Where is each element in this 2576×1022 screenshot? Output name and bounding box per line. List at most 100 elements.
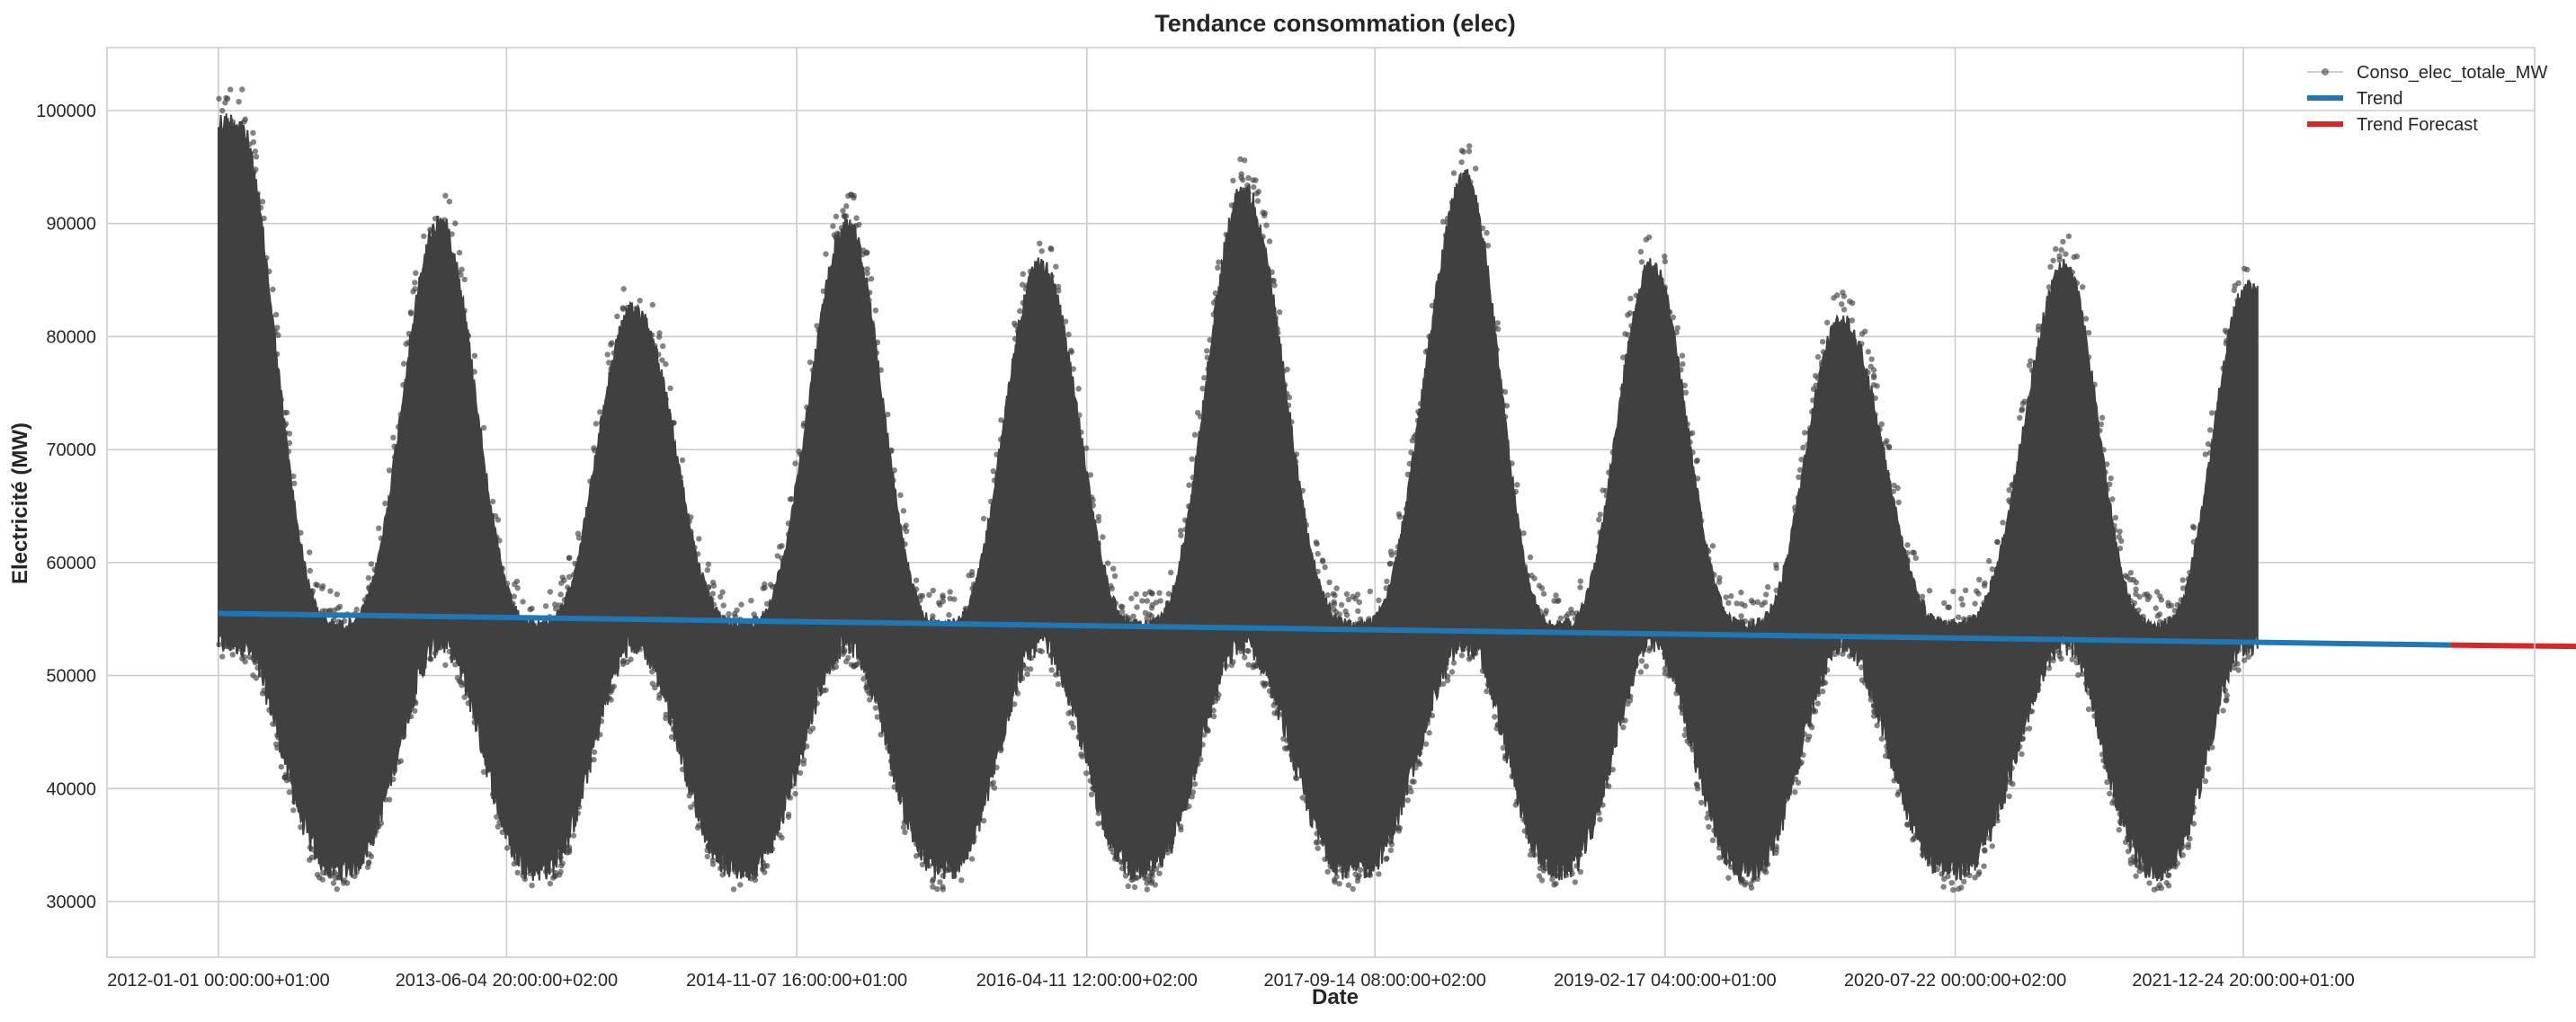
- series-conso-point: [1986, 835, 1992, 841]
- series-conso-point: [1920, 846, 1926, 852]
- series-conso-point: [941, 865, 949, 872]
- series-conso-point: [2035, 687, 2042, 693]
- series-conso-point: [845, 192, 851, 200]
- series-conso-point: [1366, 616, 1372, 622]
- series-conso-point: [901, 525, 907, 531]
- series-conso-point: [1156, 870, 1163, 876]
- series-conso-point: [496, 538, 503, 544]
- legend: Conso_elec_totale_MW Trend Trend Forecas…: [2307, 63, 2547, 135]
- series-conso-point: [1118, 859, 1125, 866]
- series-conso-point: [2122, 839, 2129, 846]
- series-conso-point: [2234, 661, 2241, 667]
- series-conso-point: [1164, 600, 1172, 606]
- series-conso-point: [2075, 671, 2081, 679]
- series-conso-point: [1110, 565, 1117, 572]
- series-conso-point: [1810, 707, 1817, 714]
- series-conso-point: [2165, 620, 2172, 627]
- series-conso-point: [1473, 650, 1479, 657]
- series-conso-point: [1467, 653, 1474, 661]
- series-conso-point: [1689, 746, 1696, 753]
- series-conso-point: [1466, 143, 1473, 149]
- series-conso-point: [1230, 177, 1236, 184]
- series-conso-point: [1693, 759, 1699, 766]
- series-conso-point: [1982, 848, 1988, 854]
- series-conso-point: [459, 266, 465, 272]
- series-conso-point: [1633, 661, 1640, 668]
- series-conso-point: [319, 860, 325, 866]
- series-conso-point: [863, 277, 869, 283]
- series-conso-point: [1260, 234, 1266, 240]
- series-conso-point: [1440, 218, 1447, 225]
- series-conso-point: [1709, 837, 1716, 843]
- series-conso-point: [1090, 502, 1097, 509]
- series-conso-point: [1288, 752, 1295, 759]
- series-conso-point: [2165, 865, 2172, 871]
- series-conso-point: [566, 573, 573, 580]
- series-conso-point: [1874, 722, 1880, 729]
- y-tick-label: 60000: [46, 554, 96, 573]
- series-conso-point: [1529, 847, 1535, 854]
- series-conso-point: [1569, 610, 1575, 617]
- series-conso-point: [1569, 870, 1575, 876]
- series-conso-point: [1367, 588, 1374, 595]
- series-conso-point: [364, 593, 371, 600]
- series-conso-point: [1408, 788, 1414, 795]
- series-conso-point: [624, 305, 630, 311]
- y-tick-label: 30000: [46, 893, 96, 912]
- series-conso-point: [1484, 243, 1492, 249]
- series-conso-point: [706, 584, 712, 591]
- series-conso-point: [1739, 876, 1745, 883]
- y-tick-label: 100000: [36, 102, 96, 121]
- series-conso-point: [1095, 810, 1102, 816]
- series-conso-point: [677, 749, 684, 755]
- series-conso-point: [2232, 282, 2238, 289]
- series-conso-point: [1681, 382, 1689, 388]
- series-conso-point: [1130, 613, 1136, 619]
- series-conso-point: [2171, 855, 2178, 862]
- series-conso-point: [283, 409, 290, 416]
- series-conso-point: [1577, 851, 1583, 858]
- series-conso-point: [2185, 844, 2191, 850]
- series-conso-point: [1494, 721, 1502, 728]
- series-conso-point: [604, 351, 611, 358]
- series-conso-point: [1904, 550, 1911, 556]
- series-conso-point: [663, 360, 669, 368]
- series-conso-point: [1139, 870, 1145, 876]
- series-conso-point: [1458, 653, 1466, 659]
- series-conso-point: [1521, 828, 1529, 834]
- series-conso-point: [1070, 724, 1077, 731]
- series-conso-point: [679, 457, 686, 464]
- series-conso-point: [991, 477, 998, 484]
- series-conso-point: [1053, 263, 1059, 270]
- series-conso-point: [864, 672, 870, 679]
- series-conso-point: [1326, 579, 1333, 585]
- series-conso-point: [2091, 381, 2098, 387]
- series-conso-point: [1332, 592, 1338, 599]
- series-conso-point: [902, 829, 908, 835]
- series-conso-point: [842, 213, 850, 219]
- series-conso-point: [867, 697, 873, 703]
- series-conso-point: [278, 763, 284, 770]
- series-conso-point: [934, 885, 940, 893]
- series-conso-point: [286, 440, 293, 446]
- series-conso-point: [1182, 526, 1189, 533]
- series-conso-point: [229, 652, 236, 658]
- series-conso-point: [1484, 681, 1492, 688]
- series-conso-point: [1108, 582, 1114, 589]
- series-conso-point: [1795, 494, 1802, 502]
- series-conso-point: [830, 223, 836, 229]
- series-conso-point: [1228, 202, 1235, 209]
- series-conso-point: [1754, 599, 1761, 605]
- series-conso-point: [437, 220, 443, 227]
- series-conso-point: [2019, 407, 2025, 413]
- series-conso-point: [1417, 750, 1423, 756]
- series-conso-point: [2099, 751, 2106, 758]
- series-conso-point: [527, 606, 533, 613]
- series-conso-point: [496, 819, 503, 826]
- series-conso-point: [1603, 782, 1609, 789]
- series-conso-point: [709, 596, 715, 602]
- series-conso-point: [2026, 362, 2033, 369]
- series-conso-point: [1820, 339, 1826, 345]
- series-conso-point: [2112, 514, 2119, 521]
